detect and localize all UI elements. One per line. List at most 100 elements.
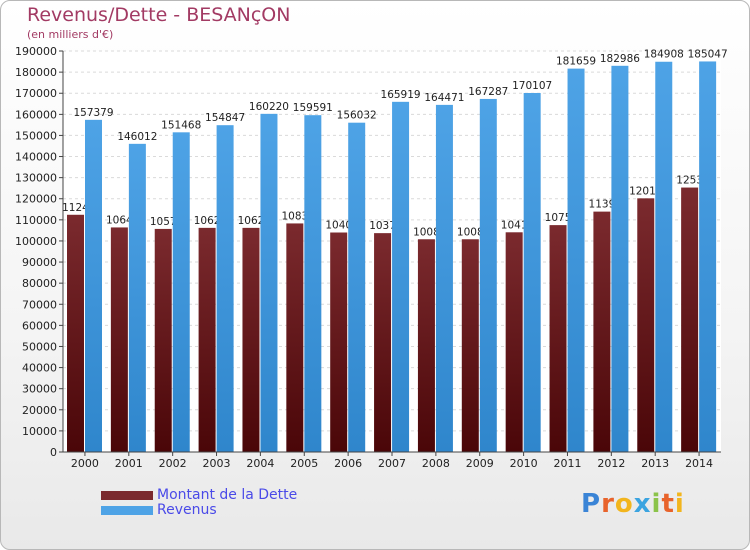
revenue-data-label: 159591 (293, 102, 333, 114)
legend-label-revenue: Revenus (157, 502, 217, 518)
debt-data-label: 1064 (106, 214, 133, 226)
logo-letter: x (633, 489, 652, 519)
debt-data-label: 1008 (413, 226, 440, 238)
logo-letter: o (614, 489, 634, 519)
debt-data-label: 1062 (194, 215, 221, 227)
revenue-data-label: 151468 (161, 119, 201, 131)
revenue-data-label: 157379 (73, 107, 113, 119)
chart-title: Revenus/Dette - BESANçON (27, 4, 291, 26)
revenue-data-label: 167287 (468, 86, 508, 98)
x-tick-label: 2003 (203, 457, 231, 470)
x-tick-label: 2002 (159, 457, 187, 470)
y-tick-label: 170000 (15, 87, 57, 100)
x-tick-label: 2009 (466, 457, 494, 470)
debt-bar (154, 228, 172, 452)
revenue-data-label: 146012 (117, 131, 157, 143)
debt-bar (505, 232, 523, 452)
debt-bar (681, 187, 699, 452)
legend-swatch-debt (101, 490, 153, 500)
debt-data-label: 12019 (629, 185, 662, 197)
x-tick-label: 2007 (378, 457, 406, 470)
revenue-bar (435, 104, 453, 452)
y-tick-label: 190000 (15, 45, 57, 58)
debt-bar (242, 227, 260, 452)
y-tick-label: 120000 (15, 193, 57, 206)
revenue-data-label: 156032 (337, 110, 377, 122)
debt-data-label: 1062 (238, 215, 265, 227)
x-tick-label: 2004 (246, 457, 274, 470)
y-tick-label: 90000 (22, 256, 57, 269)
revenue-data-label: 165919 (381, 89, 421, 101)
debt-data-label: 1041 (501, 219, 528, 231)
debt-data-label: 1139 (589, 199, 616, 211)
debt-data-label: 1083 (281, 210, 308, 222)
revenue-bar (523, 92, 541, 452)
debt-data-label: 1253 (676, 175, 703, 187)
revenue-bar (567, 68, 585, 453)
debt-bar (461, 239, 479, 452)
debt-bar (637, 198, 655, 452)
y-tick-label: 180000 (15, 66, 57, 79)
debt-data-label: 1040 (325, 220, 352, 232)
legend-item-debt: Montant de la Dette (101, 487, 297, 503)
revenue-bar (611, 65, 629, 453)
proxiti-logo: Proxiti (581, 489, 685, 519)
revenue-bar (392, 101, 410, 453)
x-tick-label: 2008 (422, 457, 450, 470)
x-tick-label: 2006 (334, 457, 362, 470)
debt-bar (286, 223, 304, 452)
y-tick-label: 160000 (15, 108, 57, 121)
legend-label-debt: Montant de la Dette (157, 487, 298, 503)
y-tick-label: 80000 (22, 277, 57, 290)
revenue-bar (655, 61, 673, 453)
y-tick-label: 50000 (22, 340, 57, 353)
revenue-data-label: 182986 (600, 53, 640, 65)
x-tick-label: 2000 (71, 457, 99, 470)
y-tick-label: 20000 (22, 404, 57, 417)
logo-letter: P (581, 489, 602, 519)
debt-data-label: 1124 (62, 202, 89, 214)
debt-bar (593, 211, 611, 452)
revenue-data-label: 154847 (205, 112, 245, 124)
y-tick-label: 100000 (15, 235, 57, 248)
debt-bar (417, 239, 435, 452)
y-tick-label: 110000 (15, 214, 57, 227)
logo-letter: i (674, 489, 685, 519)
y-tick-label: 30000 (22, 383, 57, 396)
debt-bar (549, 225, 567, 452)
revenue-bar (304, 115, 322, 453)
y-tick-label: 10000 (22, 425, 57, 438)
plot-area (63, 51, 721, 452)
revenue-data-label: 164471 (424, 92, 464, 104)
x-tick-label: 2005 (290, 457, 318, 470)
chart-subtitle: (en milliers d'€) (27, 28, 114, 41)
debt-bar (198, 227, 216, 452)
revenue-bar (216, 125, 234, 452)
x-tick-label: 2014 (685, 457, 713, 470)
x-tick-label: 2012 (597, 457, 625, 470)
y-tick-label: 60000 (22, 319, 57, 332)
x-tick-label: 2001 (115, 457, 143, 470)
logo-letter: i (651, 489, 662, 519)
x-tick-label: 2013 (641, 457, 669, 470)
logo-letter: r (601, 489, 615, 519)
y-tick-label: 130000 (15, 172, 57, 185)
debt-data-label: 1075 (545, 212, 572, 224)
debt-data-label: 1057 (150, 216, 177, 228)
y-tick-label: 40000 (22, 362, 57, 375)
revenue-bar (260, 113, 278, 452)
x-tick-label: 2010 (510, 457, 538, 470)
revenue-data-label: 185047 (688, 48, 728, 60)
debt-data-label: 1008 (457, 226, 484, 238)
revenue-data-label: 184908 (644, 49, 684, 61)
y-tick-label: 150000 (15, 129, 57, 142)
revenue-bar (128, 143, 146, 452)
x-tick-label: 2011 (553, 457, 581, 470)
debt-bar (330, 232, 348, 452)
revenue-bar (85, 119, 102, 453)
revenue-bar (172, 132, 190, 452)
revenue-bar (479, 98, 497, 452)
revenue-data-label: 170107 (512, 80, 552, 92)
legend-item-revenue: Revenus (101, 502, 217, 518)
